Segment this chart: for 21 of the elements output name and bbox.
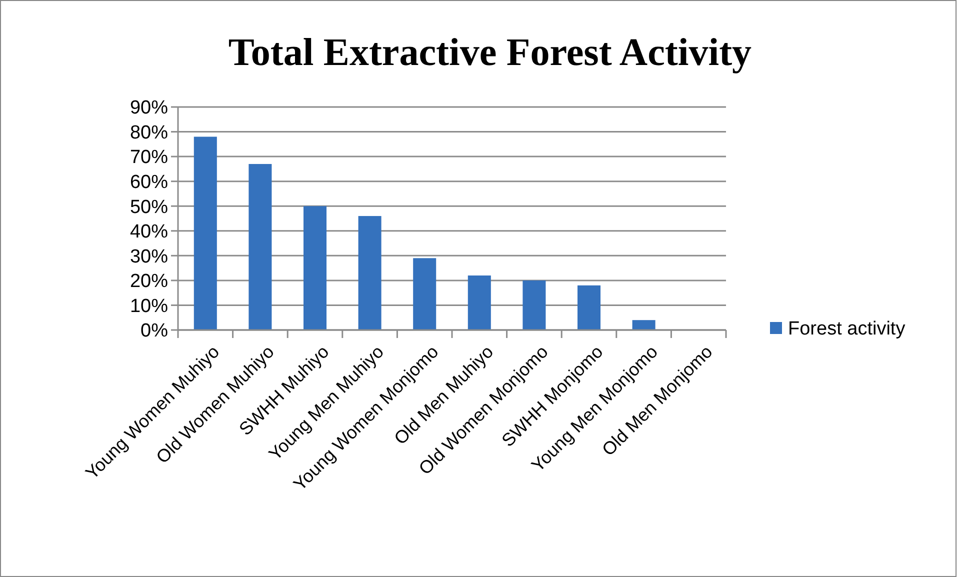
bar xyxy=(358,216,382,330)
legend-label: Forest activity xyxy=(788,318,906,340)
bar xyxy=(194,136,217,330)
y-tick-label: 40% xyxy=(130,222,168,243)
y-tick-label: 70% xyxy=(130,147,168,168)
y-tick-label: 60% xyxy=(130,172,168,193)
y-tick-label: 30% xyxy=(130,246,168,268)
chart-title: Total Extractive Forest Activity xyxy=(228,31,752,74)
bar xyxy=(248,164,272,330)
y-tick-label: 80% xyxy=(130,122,168,144)
y-tick-label: 0% xyxy=(140,320,168,342)
bar xyxy=(413,258,436,330)
bar xyxy=(303,206,327,330)
y-tick-label: 50% xyxy=(130,196,168,218)
y-tick-label: 20% xyxy=(130,271,168,292)
y-tick-label: 10% xyxy=(130,296,168,317)
bar xyxy=(577,285,601,330)
y-tick-label: 90% xyxy=(130,98,168,119)
bar xyxy=(632,320,656,330)
bar xyxy=(522,280,546,330)
bar xyxy=(468,275,491,330)
